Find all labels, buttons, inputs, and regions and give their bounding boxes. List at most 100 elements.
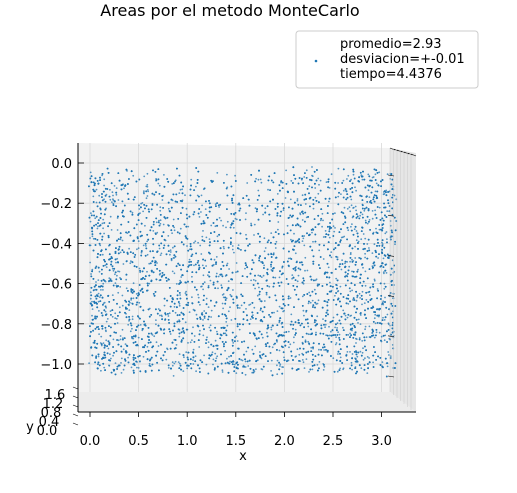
scatter-point (222, 296, 225, 299)
scatter-point (91, 300, 93, 303)
scatter-point (174, 311, 177, 314)
scatter-point (131, 327, 133, 330)
scatter-point (227, 280, 230, 283)
scatter-point (359, 350, 362, 353)
scatter-point (336, 322, 339, 325)
scatter-point (382, 271, 385, 273)
scatter-point (119, 338, 122, 341)
scatter-point (163, 174, 165, 176)
scatter-point (142, 210, 145, 213)
scatter-point (216, 355, 219, 358)
scatter-point (337, 331, 339, 333)
scatter-point (337, 353, 339, 355)
axes-panes (78, 143, 416, 412)
scatter-point (278, 276, 281, 279)
scatter-point (342, 179, 345, 182)
scatter-point (342, 189, 345, 192)
scatter-point (330, 330, 332, 333)
scatter-point (112, 354, 114, 357)
scatter-point (114, 312, 117, 315)
scatter-point (103, 222, 106, 224)
scatter-point (157, 182, 160, 185)
scatter-point (205, 297, 208, 300)
scatter-point (383, 282, 386, 285)
scatter-point (137, 247, 140, 250)
scatter-point (129, 262, 132, 265)
right-pane (390, 148, 416, 412)
scatter-point (323, 349, 325, 351)
scatter-point (346, 207, 349, 210)
scatter-point (330, 173, 333, 176)
scatter-point (286, 224, 289, 227)
scatter-point (104, 264, 107, 267)
scatter-point (296, 199, 299, 202)
scatter-point (296, 280, 299, 283)
scatter-point (364, 256, 366, 259)
scatter-point (110, 229, 113, 231)
scatter-point (328, 187, 331, 189)
scatter-point (112, 338, 115, 341)
scatter-point (349, 351, 351, 353)
scatter-point (385, 231, 388, 233)
scatter-point (317, 177, 320, 180)
scatter-point (196, 194, 199, 197)
scatter-point (148, 262, 151, 265)
scatter-point (146, 189, 149, 191)
scatter-point (130, 260, 132, 262)
scatter-point (222, 307, 225, 310)
scatter-point (214, 339, 217, 342)
scatter-point (278, 321, 281, 324)
scatter-point (302, 237, 305, 240)
scatter-point (270, 326, 273, 329)
scatter-point (234, 174, 237, 177)
scatter-point (114, 273, 116, 276)
scatter-point (346, 351, 349, 353)
scatter-point (357, 322, 359, 324)
scatter-point (194, 240, 197, 243)
scatter-point (114, 362, 117, 364)
scatter-point (158, 219, 160, 222)
scatter-point (330, 256, 333, 259)
scatter-point (193, 264, 195, 267)
scatter-point (260, 181, 263, 184)
scatter-point (254, 207, 257, 210)
scatter-point (200, 253, 203, 255)
scatter-point (372, 361, 374, 364)
scatter-point (374, 190, 377, 193)
scatter-point (362, 347, 364, 350)
scatter-point (207, 284, 210, 287)
scatter-point (121, 239, 124, 242)
scatter-point (249, 303, 252, 306)
scatter-point (115, 261, 117, 264)
scatter-point (311, 299, 314, 302)
scatter-point (371, 252, 374, 255)
scatter-point (139, 324, 142, 326)
scatter-point (362, 233, 365, 235)
scatter-point (198, 216, 201, 218)
scatter-point (328, 200, 330, 203)
grid-lines (78, 143, 390, 392)
scatter-point (255, 177, 257, 180)
scatter-point (294, 328, 297, 331)
scatter-point (96, 227, 99, 230)
scatter-point (129, 301, 131, 304)
scatter-point (281, 366, 283, 368)
scatter-point (276, 359, 279, 362)
scatter-point (221, 371, 224, 373)
scatter-point (315, 331, 317, 334)
scatter-point (211, 351, 214, 354)
scatter-point (255, 368, 257, 370)
scatter-point (283, 356, 285, 359)
scatter-point (137, 336, 140, 339)
scatter-point (98, 194, 101, 197)
scatter-point (89, 261, 91, 264)
scatter-point (276, 310, 279, 312)
scatter-point (334, 326, 336, 329)
scatter-point (351, 353, 354, 355)
scatter-point (342, 326, 344, 329)
scatter-point (138, 208, 141, 210)
scatter-point (209, 324, 212, 327)
scatter-point (384, 296, 386, 299)
scatter-point (90, 212, 92, 215)
scatter-point (382, 316, 384, 319)
